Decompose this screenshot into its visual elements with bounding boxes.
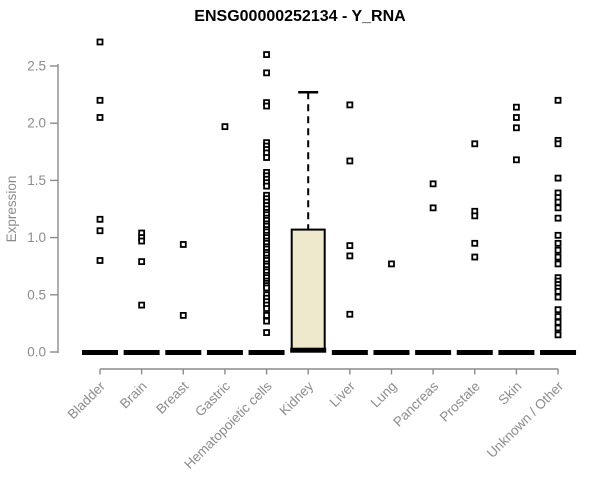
outlier-point — [471, 239, 479, 247]
outlier-point — [554, 324, 562, 332]
outlier-point — [554, 331, 562, 339]
median-line — [165, 350, 202, 355]
outlier-point — [471, 212, 479, 220]
outlier-point — [554, 140, 562, 148]
median-line — [415, 350, 452, 355]
y-tick-label: 2.5 — [27, 59, 46, 74]
y-tick-label: 1.0 — [27, 230, 46, 245]
median-line — [373, 350, 410, 355]
outlier-point — [263, 311, 270, 319]
outlier-point — [429, 204, 437, 212]
median-line — [206, 350, 243, 355]
outlier-point — [554, 260, 562, 268]
chart-title: ENSG00000252134 - Y_RNA — [194, 8, 406, 25]
outlier-point — [263, 182, 270, 190]
outlier-point — [554, 231, 562, 239]
outlier-point — [263, 154, 270, 161]
outlier-point — [513, 114, 520, 121]
y-axis: 0.0 0.5 1.0 1.5 2.0 2.5 — [27, 59, 59, 360]
outlier-points — [96, 38, 562, 339]
outlier-point — [263, 305, 270, 312]
y-tick-label: 2.0 — [27, 116, 46, 131]
outlier-point — [263, 284, 270, 292]
outlier-point — [554, 198, 562, 206]
outlier-point — [513, 103, 520, 111]
outlier-point — [554, 174, 562, 182]
outlier-point — [554, 293, 562, 301]
box-glyphs — [82, 91, 577, 355]
outlier-point — [471, 253, 479, 261]
median-line — [498, 350, 535, 355]
outlier-point — [179, 241, 187, 248]
median-line — [456, 350, 493, 355]
outlier-point — [96, 38, 104, 46]
outlier-point — [179, 311, 187, 319]
outlier-point — [513, 124, 520, 132]
outlier-point — [429, 180, 437, 188]
median-line — [290, 347, 327, 353]
y-tick-label: 0.0 — [27, 345, 46, 360]
outlier-point — [554, 306, 562, 314]
outlier-point — [554, 318, 562, 326]
median-line — [123, 350, 160, 355]
median-line — [540, 350, 577, 355]
y-tick-label: 1.5 — [27, 173, 46, 188]
median-line — [248, 350, 285, 355]
outlier-point — [138, 258, 146, 266]
outlier-point — [263, 329, 270, 336]
outlier-point — [96, 227, 104, 235]
outlier-point — [554, 313, 562, 320]
median-line — [82, 350, 118, 355]
outlier-point — [346, 101, 354, 109]
box — [290, 228, 326, 351]
outlier-point — [554, 214, 562, 222]
outlier-point — [96, 257, 104, 264]
outlier-point — [554, 287, 562, 295]
outlier-point — [388, 260, 395, 268]
outlier-point — [96, 215, 104, 223]
outlier-point — [138, 237, 146, 245]
outlier-point — [221, 123, 229, 131]
outlier-point — [471, 140, 479, 148]
outlier-point — [263, 317, 270, 325]
outlier-point — [96, 96, 104, 104]
outlier-point — [554, 204, 562, 212]
outlier-point — [263, 69, 270, 77]
outlier-point — [346, 242, 354, 250]
outlier-point — [263, 51, 270, 58]
outlier-point — [554, 239, 562, 247]
outlier-point — [554, 246, 562, 254]
outlier-point — [263, 102, 270, 110]
outlier-point — [554, 253, 562, 261]
outlier-point — [96, 114, 104, 121]
outlier-point — [346, 252, 354, 260]
y-tick-label: 0.5 — [27, 287, 46, 302]
outlier-point — [554, 96, 562, 104]
median-line — [331, 350, 368, 355]
outlier-point — [346, 310, 354, 318]
outlier-point — [138, 301, 146, 309]
outlier-point — [346, 157, 354, 165]
outlier-point — [513, 156, 520, 164]
y-axis-title: Expression — [4, 176, 19, 243]
